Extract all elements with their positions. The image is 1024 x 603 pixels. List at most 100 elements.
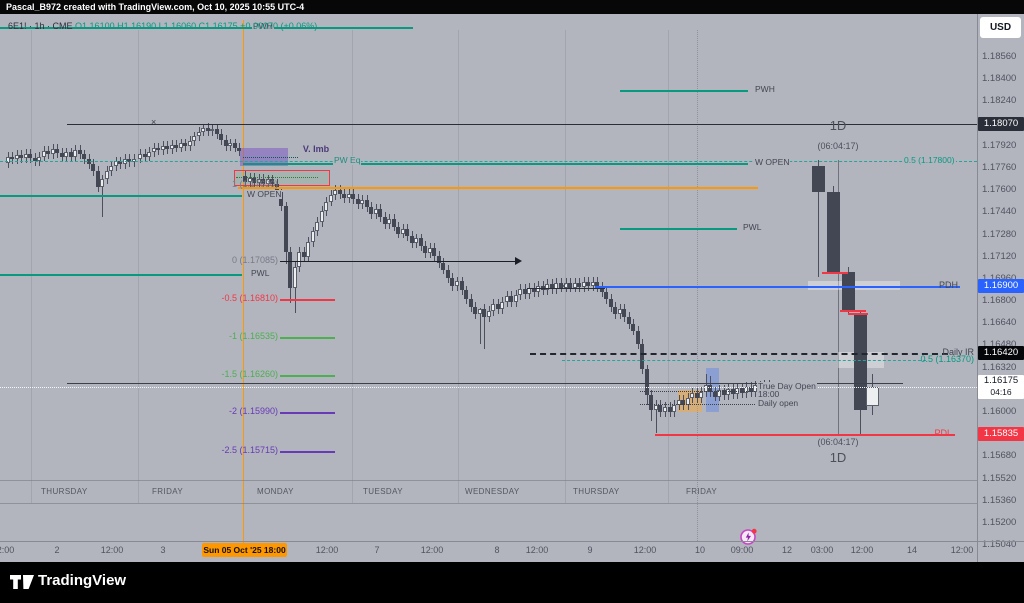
level-fib-neg15[interactable]: [280, 375, 335, 377]
hourly-candle-body: [559, 283, 563, 288]
daily-candle-body: [866, 387, 879, 406]
level-high-ray-1.18070-x-marker[interactable]: ×: [151, 117, 157, 127]
hourly-candle-body: [437, 256, 441, 263]
hourly-candle-body: [69, 152, 73, 157]
level-pdl[interactable]: [655, 434, 955, 436]
price-axis-tick: 1.16960: [982, 273, 1016, 284]
level-true-day-open[interactable]: [640, 391, 755, 392]
level-w-open-current-label: W OPEN: [754, 157, 791, 167]
hourly-candle-body: [726, 389, 730, 395]
level-pwh-label: PWH: [754, 84, 776, 94]
hourly-candle-body: [266, 179, 270, 184]
hourly-candle-body: [374, 209, 378, 214]
hourly-candle-wick: [480, 308, 481, 344]
level-x-ray-2[interactable]: [527, 288, 605, 289]
time-axis-tick: 12:00: [420, 545, 444, 555]
hourly-candle-body: [387, 219, 391, 224]
hourly-candle-body: [215, 129, 219, 134]
daily-candle-body: [842, 272, 855, 310]
level-fib-neg2-label: -2 (1.15990): [228, 406, 278, 416]
price-axis-tick: 1.16320: [982, 362, 1017, 373]
daily-tool-vertical-line[interactable]: [838, 160, 839, 434]
level-open-line[interactable]: [67, 383, 903, 384]
level-pw-eq-fib-0.5[interactable]: [0, 161, 977, 162]
level-weekly-orange-ray[interactable]: [238, 187, 758, 189]
level-w-open-current[interactable]: [243, 163, 748, 165]
hourly-candle-body: [64, 152, 68, 157]
level-pwh-upper[interactable]: [0, 27, 413, 29]
hourly-candle-body: [165, 146, 169, 149]
attribution-text: Pascal_B972 created with TradingView.com…: [6, 2, 305, 12]
price-axis-tick: 1.17120: [982, 251, 1017, 262]
level-high-ray-1.18070[interactable]: [67, 124, 977, 125]
hourly-candle-body: [248, 178, 252, 182]
hourly-candle-body: [695, 393, 699, 398]
hourly-candle-body: [351, 194, 355, 199]
hourly-candle-body: [324, 202, 328, 211]
hourly-candle-body: [469, 299, 473, 307]
hourly-candle-body: [201, 128, 205, 132]
level-current-price-dotted[interactable]: [0, 387, 977, 388]
level-pw-eq-fib-0.5-label: PW Eq: [333, 155, 362, 165]
time-axis-tick: 09:00: [730, 545, 754, 555]
time-axis-tick: 12:00: [100, 545, 124, 555]
hourly-candle-body: [523, 289, 527, 294]
price-axis-tick: 1.18560: [982, 51, 1017, 62]
hourly-candle-body: [329, 195, 333, 202]
chart-annotation-text: 1D: [829, 450, 847, 465]
level-fib-0.5-daily[interactable]: [562, 360, 926, 361]
level-x-ray-2-x-marker[interactable]: ×: [561, 281, 567, 291]
hourly-candle-body: [699, 392, 703, 398]
level-pwl[interactable]: [620, 228, 737, 230]
hourly-candle-body: [753, 385, 757, 392]
hourly-candle-body: [60, 153, 64, 157]
chart-annotation-text: (06:04:17): [817, 437, 859, 447]
hourly-candle-body: [613, 307, 617, 314]
hourly-candle-body: [82, 154, 86, 159]
price-axis-tick: 1.18240: [982, 95, 1017, 106]
hourly-candle-body: [545, 284, 549, 290]
hourly-candle-body: [749, 387, 753, 392]
hourly-candle-body: [740, 388, 744, 393]
currency-toggle-button[interactable]: USD: [980, 17, 1021, 38]
symbol-name: 6E1! · 1h · CME: [8, 21, 73, 31]
chart-canvas[interactable]: PWH PWH × PW Eq 0.5 (1.17800) W OPEN W OPEN PWL…: [0, 14, 1024, 562]
hourly-candle-body: [681, 400, 685, 405]
level-fib-neg25[interactable]: [280, 451, 335, 453]
price-axis-tick: 1.15360: [982, 495, 1017, 506]
price-axis-border: [977, 14, 978, 562]
symbol-legend[interactable]: 6E1! · 1h · CME O1.16100 H1.16190 L1.160…: [8, 21, 317, 31]
level-pwh[interactable]: [620, 90, 748, 92]
volume-imbalance-box-dotted-line: [243, 157, 298, 158]
hourly-candle-body: [441, 263, 445, 270]
level-daily-ir[interactable]: [530, 353, 948, 355]
level-w-open-prev[interactable]: [0, 195, 242, 197]
level-fib-neg2[interactable]: [280, 412, 335, 414]
price-axis-tick: 1.15520: [982, 473, 1017, 484]
level-pwh-upper-label: PWH: [252, 21, 274, 31]
blue-box[interactable]: [706, 368, 719, 412]
level-fib-neg05[interactable]: [280, 299, 335, 301]
hourly-candle-body: [401, 229, 405, 234]
level-daily-open[interactable]: [640, 404, 755, 405]
level-pwl-prev[interactable]: [0, 274, 242, 276]
week-open-vertical-line[interactable]: [243, 20, 244, 557]
session-separator-line: [458, 30, 459, 503]
time-axis-tick: 12:00: [950, 545, 974, 555]
level-pdh[interactable]: [595, 286, 960, 288]
hourly-candle-body: [360, 200, 364, 204]
hourly-candle-body: [33, 158, 37, 161]
hourly-candle-body: [392, 219, 396, 227]
daily-candle-body: [854, 313, 867, 410]
hourly-candle-body: [356, 199, 360, 204]
hourly-candle-body: [315, 222, 319, 231]
hourly-candle-body: [717, 390, 721, 397]
hourly-candle-body: [127, 159, 131, 162]
hourly-candle-body: [604, 292, 608, 299]
level-fib-neg1[interactable]: [280, 337, 335, 339]
attribution-bar: Pascal_B972 created with TradingView.com…: [0, 0, 1024, 14]
level-fib-0-arrow[interactable]: [280, 261, 515, 262]
settlement-tick: [822, 272, 848, 274]
hourly-candle-body: [311, 231, 315, 242]
session-break-icon[interactable]: [739, 527, 759, 547]
